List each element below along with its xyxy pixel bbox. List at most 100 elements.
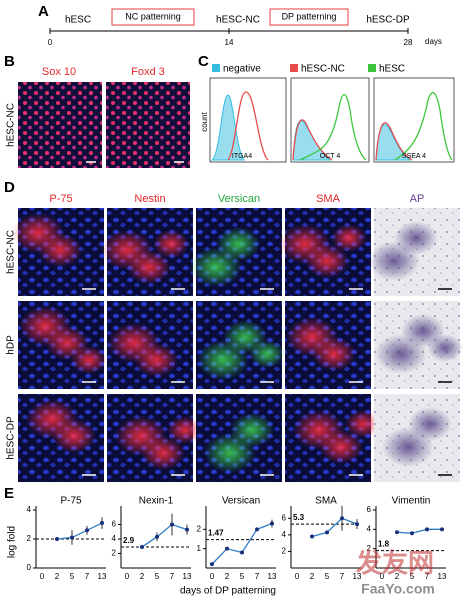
x-tick-label: 7 (255, 572, 260, 581)
x-tick-label: 13 (438, 572, 447, 581)
y-axis-label: count (200, 111, 209, 131)
y-tick-label: 2 (367, 544, 372, 553)
x-tick-label: 13 (98, 572, 107, 581)
marker-label: AP (410, 193, 425, 205)
row-label: hESC-DP (6, 416, 17, 460)
data-point (340, 516, 344, 521)
data-point (155, 534, 159, 539)
histogram-curve (210, 94, 246, 161)
chart-title: SMA (315, 496, 337, 507)
x-tick-label: 0 (40, 572, 45, 581)
series-line (311, 517, 358, 538)
marker-label: Foxd 3 (131, 66, 165, 78)
reference-label: 1.47 (208, 529, 224, 538)
x-tick-label: 2 (55, 572, 60, 581)
histogram-curve (299, 93, 367, 161)
y-tick-label: 2 (27, 534, 32, 543)
stain (427, 334, 463, 362)
chart-title: P-75 (60, 496, 82, 507)
histogram-curve (227, 91, 269, 161)
panel-letter: E (4, 485, 14, 502)
stain (52, 419, 96, 453)
days-label: days (425, 37, 442, 46)
step-label: DP patterning (282, 11, 337, 21)
y-tick-label: 2 (282, 547, 287, 556)
stain (167, 416, 203, 444)
watermark: 发友网 FaaYo.com (355, 548, 435, 597)
watermark-text: FaaYo.com (361, 581, 435, 597)
data-point (85, 528, 89, 533)
stain (249, 340, 285, 368)
legend-label: negative (223, 64, 261, 75)
stage-label: hESC-DP (366, 15, 410, 26)
x-tick-label: 0 (380, 572, 385, 581)
panel-letter: D (4, 179, 15, 196)
legend-swatch (212, 64, 220, 72)
x-tick-label: 5 (70, 572, 75, 581)
data-point (240, 550, 244, 555)
micrograph (106, 82, 190, 168)
row-label: hESC-NC (6, 230, 17, 274)
y-tick-label: 2 (197, 524, 202, 533)
x-tick-label: 0 (295, 572, 300, 581)
y-tick-label: 4 (27, 505, 32, 514)
data-point (310, 534, 314, 539)
y-tick-label: 2 (112, 549, 117, 558)
marker-label: Nestin (134, 193, 165, 205)
marker-label: P-75 (49, 193, 72, 205)
histogram-curve (394, 91, 453, 161)
x-tick-label: 13 (268, 572, 277, 581)
x-tick-label: 0 (210, 572, 215, 581)
stain (71, 346, 107, 374)
data-point (395, 530, 399, 535)
data-point (100, 521, 104, 526)
data-point (440, 527, 444, 532)
x-tick-label: 2 (395, 572, 400, 581)
data-point (55, 537, 59, 541)
panel-letter: A (38, 3, 49, 20)
legend-label: hESC (379, 64, 405, 75)
stain (127, 250, 171, 284)
reference-label: 1.8 (378, 540, 390, 549)
step-label: NC patterning (125, 11, 181, 21)
x-tick-label: 2 (310, 572, 315, 581)
y-tick-label: 6 (282, 513, 287, 522)
stain (153, 230, 189, 258)
reference-label: 5.3 (293, 513, 305, 522)
histogram-curve (292, 119, 333, 161)
legend-label: hESC-NC (301, 64, 345, 75)
reference-label: 2.9 (123, 536, 135, 545)
panel-e: E log fold days of DP patterning P-75 0 2 4… (4, 485, 447, 597)
x-tick-label: 7 (85, 572, 90, 581)
panel-letter: C (198, 53, 209, 70)
x-tick-label: 0 (125, 572, 130, 581)
marker-label: Versican (218, 193, 260, 205)
row-label: hESC-NC (6, 103, 17, 147)
panel-letter: B (4, 53, 15, 70)
panel-b: B Sox 10 Foxd 3 hESC-NC (4, 53, 190, 168)
stain (331, 224, 367, 252)
day-label: 28 (404, 38, 413, 47)
marker-label: SMA (316, 193, 341, 205)
data-point (325, 530, 329, 535)
stain (305, 244, 349, 278)
data-point (185, 527, 189, 532)
x-tick-label: 5 (410, 572, 415, 581)
watermark-text: 发友网 (355, 548, 434, 578)
day-label: 0 (48, 38, 53, 47)
chart-title: Vimentin (392, 496, 431, 507)
series-line (56, 522, 103, 540)
data-point (425, 527, 429, 532)
panel-c: C negative hESC-NC hESC count ITGA4 OCT 4 … (198, 53, 455, 163)
marker-label: ITGA4 (232, 153, 252, 160)
y-tick-label: 0 (27, 563, 32, 572)
x-tick-label: 7 (425, 572, 430, 581)
stain (230, 413, 274, 447)
stage-label: hESC (65, 15, 91, 26)
y-tick-label: 6 (112, 520, 117, 529)
data-point (270, 521, 274, 526)
chart-title: Nexin-1 (139, 496, 174, 507)
marker-label: OCT 4 (320, 153, 341, 160)
stain (394, 221, 438, 255)
